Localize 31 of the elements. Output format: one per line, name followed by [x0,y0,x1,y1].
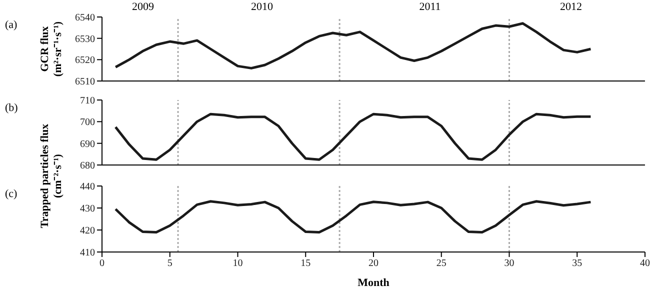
x-tick-label: 40 [640,258,650,270]
x-tick-label: 5 [167,258,172,270]
x-tick-label: 25 [436,258,446,270]
y-tick-label: 6520 [75,55,95,66]
y-axis-title: Trapped particles flux (cm⁻²·s⁻¹) [39,124,65,228]
text: 2010 [251,1,273,13]
x-tick-label: 35 [572,258,582,270]
text: (a) [5,19,18,31]
x-tick-label: 15 [300,258,311,270]
y-tick-label: 440 [80,182,95,193]
y-tick-label: 690 [80,138,95,150]
text: (b) [5,102,18,114]
x-axis-title: Month [358,277,390,289]
y-tick-label: 6540 [75,12,95,24]
y-tick-label: 6530 [75,34,95,45]
y-tick-label: 410 [80,248,95,259]
y-tick-label: 6510 [75,76,95,88]
x-tick-label: 20 [368,258,378,270]
y-tick-label: 420 [80,226,95,237]
text: (c) [5,188,18,200]
y-tick-label: 710 [80,96,95,107]
y-axis-title: GCR flux (m²·sr⁻¹·s⁻¹) [39,21,65,77]
x-tick-label: 30 [504,258,514,270]
y-tick-label: 700 [80,117,95,128]
x-tick-label: 10 [232,258,243,270]
x-tick-label: 0 [100,258,104,270]
y-tick-label: 430 [80,204,95,215]
text: 2012 [560,1,582,13]
y-tick-label: 680 [80,160,95,172]
text: 2009 [132,1,154,13]
text: 2011 [419,1,441,13]
